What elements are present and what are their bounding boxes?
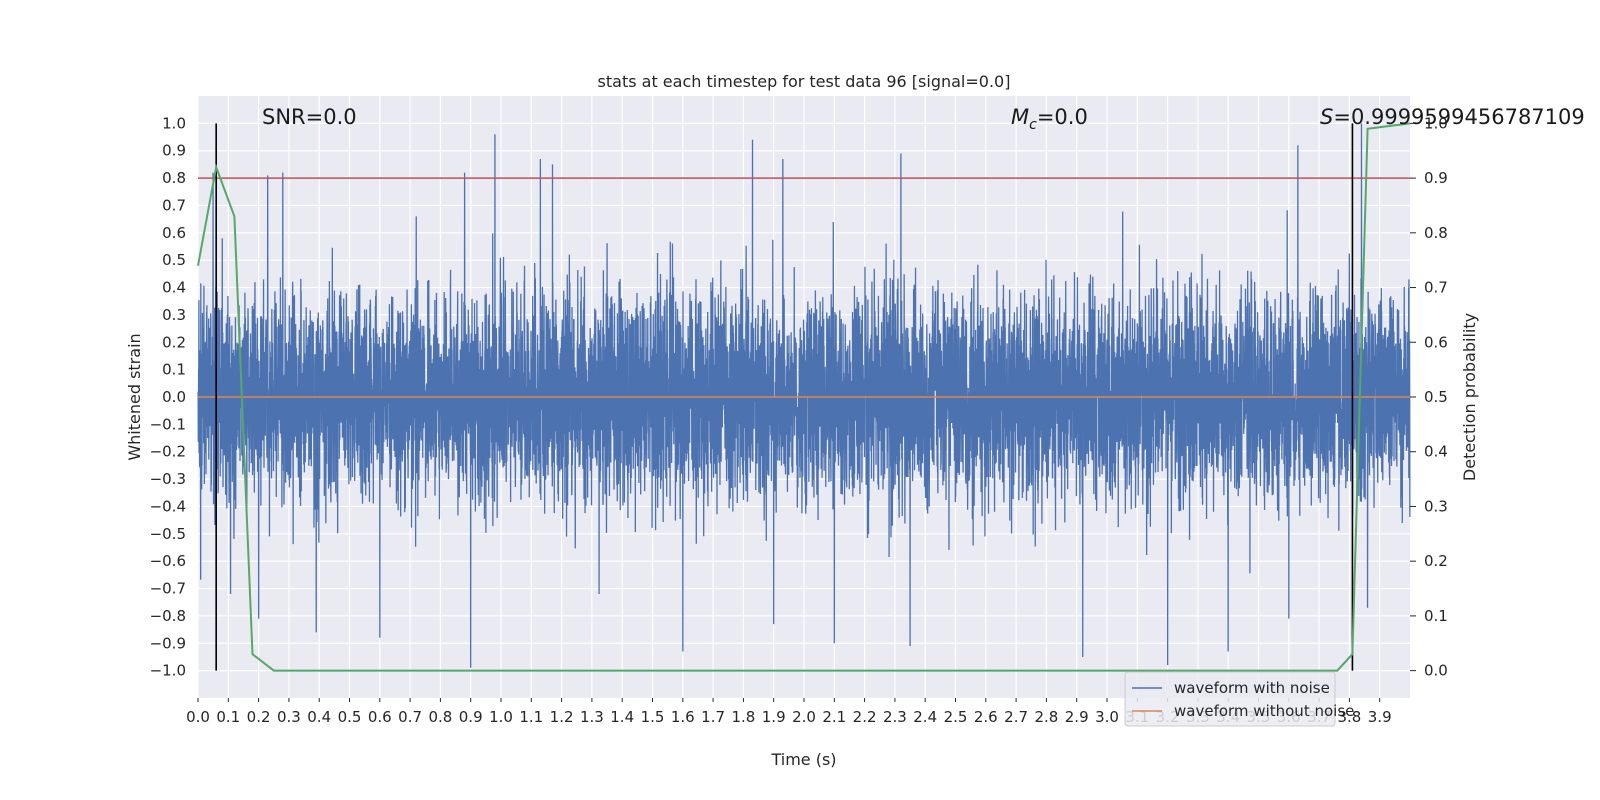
x-tick-label: 0.3: [277, 708, 301, 726]
x-tick-label: 1.6: [671, 708, 695, 726]
x-tick-label: 2.1: [822, 708, 846, 726]
noise-waveform-line: [197, 123, 1411, 668]
x-tick-label: 1.8: [731, 708, 755, 726]
y-tick-label: −0.6: [150, 552, 186, 570]
x-tick-label: 0.4: [307, 708, 331, 726]
x-tick-label: 3.8: [1337, 708, 1361, 726]
y2-tick-label: 0.7: [1424, 279, 1448, 297]
x-tick-label: 2.4: [913, 708, 937, 726]
y-tick-label: 1.0: [162, 114, 186, 132]
x-tick-label: 2.6: [974, 708, 998, 726]
y-tick-labels: 1.0 0.9 0.8 0.7 0.6 0.5 0.4 0.3 0.2 0.1 0.0 −0.1 −0.…: [150, 114, 186, 679]
chart-title: stats at each timestep for test data 96 …: [598, 72, 1011, 91]
x-tick-label: 0.1: [216, 708, 240, 726]
chirp-mass-subscript: c: [1029, 117, 1037, 133]
y-tick-label: −0.9: [150, 634, 186, 652]
x-tick-label: 0.5: [338, 708, 362, 726]
y-tick-label: −0.2: [150, 443, 186, 461]
y2-axis-label: Detection probability: [1460, 313, 1479, 481]
y2-tick-label: 1.0: [1424, 114, 1448, 132]
x-tick-label: 2.0: [792, 708, 816, 726]
y2-tick-labels: 1.0 0.9 0.8 0.7 0.6 0.5 0.4 0.3 0.2 0.1 0.0: [1410, 114, 1448, 680]
x-tick-label: 1.7: [701, 708, 725, 726]
y-tick-label: 0.4: [162, 279, 186, 297]
legend-label-clean: waveform without noise: [1174, 702, 1354, 720]
y2-tick-label: 0.8: [1424, 224, 1448, 242]
y-axis-label: Whitened strain: [125, 333, 144, 460]
y-tick-label: 0.9: [162, 142, 186, 160]
reference-lines: [197, 122, 1411, 672]
x-tick-label: 1.0: [489, 708, 513, 726]
detection-statistic-annotation: S=0.9999599456787109: [1320, 105, 1585, 129]
y-tick-label: −0.5: [150, 525, 186, 543]
x-tick-label: 2.5: [944, 708, 968, 726]
x-tick-label: 1.1: [519, 708, 543, 726]
x-tick-label: 3.9: [1368, 708, 1392, 726]
x-tick-label: 0.6: [368, 708, 392, 726]
chirp-mass-annotation: Mc=0.0: [1011, 105, 1088, 133]
x-axis-label: Time (s): [770, 750, 836, 769]
legend-label-noise: waveform with noise: [1174, 679, 1330, 697]
chirp-mass-symbol: M: [1011, 105, 1029, 129]
y2-tick-label: 0.0: [1424, 662, 1448, 680]
x-tick-label: 2.9: [1065, 708, 1089, 726]
y-tick-label: −0.1: [150, 415, 186, 433]
y-tick-label: 0.6: [162, 224, 186, 242]
y2-tick-label: 0.5: [1424, 388, 1448, 406]
legend: waveform with noise waveform without noi…: [1124, 671, 1354, 727]
x-tick-label: 1.5: [641, 708, 665, 726]
y-tick-label: −0.4: [150, 497, 186, 515]
y2-tick-label: 0.3: [1424, 497, 1448, 515]
y-tick-label: 0.7: [162, 196, 186, 214]
y2-tick-label: 0.9: [1424, 169, 1448, 187]
x-tick-label: 1.2: [550, 708, 574, 726]
y2-tick-label: 0.6: [1424, 333, 1448, 351]
statistic-value: =0.9999599456787109: [1333, 105, 1584, 129]
y-tick-label: 0.0: [162, 388, 186, 406]
y-tick-label: 0.1: [162, 361, 186, 379]
y2-tick-label: 0.4: [1424, 443, 1448, 461]
noise-series: [197, 123, 1411, 668]
y2-tick-label: 0.1: [1424, 607, 1448, 625]
x-tick-label: 2.2: [853, 708, 877, 726]
x-tick-labels: 0.0 0.1 0.2 0.3 0.4 0.5 0.6 0.7 0.8 0.9 1.0 1.1 1.2 1…: [186, 698, 1392, 726]
x-tick-label: 0.9: [459, 708, 483, 726]
x-tick-label: 3.0: [1095, 708, 1119, 726]
x-tick-label: 0.0: [186, 708, 210, 726]
y-tick-label: −0.8: [150, 607, 186, 625]
y-tick-label: 0.2: [162, 333, 186, 351]
x-tick-label: 0.2: [247, 708, 271, 726]
detection-probability-line: [197, 122, 1411, 672]
y-tick-label: 0.5: [162, 251, 186, 269]
statistic-symbol: S: [1320, 105, 1333, 129]
x-tick-label: 1.3: [580, 708, 604, 726]
x-tick-label: 0.8: [428, 708, 452, 726]
snr-annotation: SNR=0.0: [262, 105, 357, 129]
y-tick-label: −0.7: [150, 580, 186, 598]
x-tick-label: 2.8: [1034, 708, 1058, 726]
x-tick-label: 0.7: [398, 708, 422, 726]
y-tick-label: −1.0: [150, 662, 186, 680]
x-tick-label: 2.7: [1004, 708, 1028, 726]
x-tick-label: 1.4: [610, 708, 634, 726]
y-tick-label: 0.8: [162, 169, 186, 187]
chirp-mass-value: =0.0: [1037, 105, 1088, 129]
y-tick-label: −0.3: [150, 470, 186, 488]
x-tick-label: 1.9: [762, 708, 786, 726]
y2-tick-label: 0.2: [1424, 552, 1448, 570]
x-tick-label: 2.3: [883, 708, 907, 726]
y-tick-label: 0.3: [162, 306, 186, 324]
legend-box: [1124, 671, 1336, 727]
